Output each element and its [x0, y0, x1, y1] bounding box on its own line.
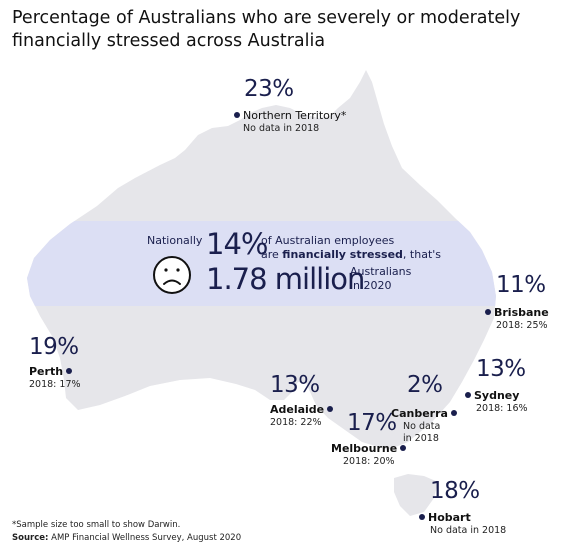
region-name: Sydney — [474, 389, 520, 402]
source-line: Source: AMP Financial Wellness Survey, A… — [12, 533, 241, 544]
location-dot-icon — [400, 444, 407, 451]
source-label: Source: — [12, 533, 49, 543]
national-line4: in 2020 — [350, 279, 392, 292]
region-note: 2018: 22% — [270, 417, 322, 428]
region-note: 2018: 20% — [343, 456, 395, 467]
national-count: 1.78 million — [206, 262, 365, 296]
page-title: Percentage of Australians who are severe… — [12, 8, 521, 51]
region-brisbane: 11% — [496, 272, 546, 298]
region-hobart: 18% — [430, 478, 480, 504]
location-dot-icon — [234, 111, 240, 118]
financially-stressed-label: financially stressed — [282, 248, 403, 261]
location-dot-icon — [485, 308, 491, 315]
region-percent: 18% — [430, 478, 480, 504]
region-adelaide: 13% Adelaide 2018: 22% — [270, 372, 336, 429]
location-dot-icon — [66, 367, 73, 374]
national-band — [27, 221, 496, 306]
region-name: Northern Territory* — [243, 109, 347, 122]
sad-face-icon — [153, 256, 191, 294]
region-note: 2018: 16% — [476, 403, 528, 414]
location-dot-icon — [465, 391, 471, 398]
region-canberra-label: Canberra No data in 2018 — [391, 402, 460, 445]
region-note: No data — [403, 421, 441, 432]
region-percent: 2% — [407, 372, 443, 398]
region-note: 2018: 17% — [29, 379, 81, 390]
region-brisbane-label: Brisbane 2018: 25% — [482, 301, 549, 332]
national-line3: Australians — [350, 265, 412, 278]
national-percent: 14% — [206, 227, 268, 261]
region-percent: 19% — [29, 334, 79, 360]
region-percent: 13% — [270, 372, 320, 398]
location-dot-icon — [419, 513, 425, 520]
region-hobart-label: Hobart No data in 2018 — [416, 506, 506, 537]
region-percent: 17% — [347, 410, 397, 436]
region-canberra: 2% — [407, 372, 443, 398]
national-line2: are financially stressed, that's — [261, 248, 442, 261]
region-name: Melbourne — [331, 442, 398, 455]
region-note: in 2018 — [403, 433, 439, 444]
region-sydney-label: Sydney 2018: 16% — [462, 384, 528, 415]
region-perth: 19% Perth 2018: 17% — [29, 334, 81, 391]
region-percent: 23% — [244, 76, 294, 102]
region-percent: 13% — [476, 356, 526, 382]
region-name: Hobart — [428, 511, 471, 524]
region-name: Adelaide — [270, 403, 325, 416]
national-prefix: Nationally — [147, 234, 203, 247]
location-dot-icon — [450, 409, 457, 416]
footnote: *Sample size too small to show Darwin. — [12, 520, 181, 530]
tasmania-shape — [394, 474, 438, 516]
region-northern-territory-label: Northern Territory* No data in 2018 — [231, 104, 346, 135]
region-name: Perth — [29, 365, 64, 378]
region-melbourne: 17% — [347, 410, 397, 436]
region-sydney: 13% — [476, 356, 526, 382]
region-percent: 11% — [496, 272, 546, 298]
region-northern-territory: 23% — [244, 76, 294, 102]
national-line1: of Australian employees — [261, 234, 395, 247]
region-note: No data in 2018 — [430, 525, 507, 536]
region-name: Brisbane — [494, 306, 549, 319]
region-melbourne-label: Melbourne 2018: 20% — [331, 437, 409, 468]
region-note: No data in 2018 — [243, 123, 320, 134]
source-text: AMP Financial Wellness Survey, August 20… — [48, 533, 242, 543]
region-note: 2018: 25% — [496, 320, 548, 331]
region-name: Canberra — [391, 407, 448, 420]
location-dot-icon — [327, 405, 334, 412]
